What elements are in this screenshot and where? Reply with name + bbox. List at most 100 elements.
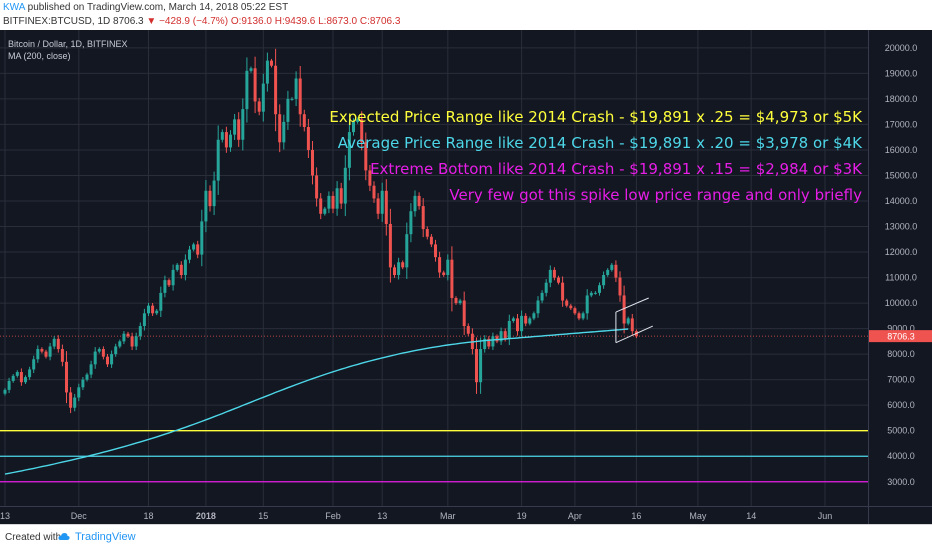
candle-body (130, 336, 134, 347)
x-tick-label: Mar (440, 511, 456, 521)
published-text: published on TradingView.com, March 14, … (27, 2, 289, 13)
candle-body (397, 262, 401, 276)
candle-body (352, 121, 355, 133)
x-tick-label: Feb (325, 511, 341, 521)
y-tick-label: 9000.0 (887, 324, 915, 334)
annotation-average: Average Price Range like 2014 Crash - $1… (337, 134, 862, 152)
candle-body (548, 269, 552, 283)
candle-body (483, 338, 487, 350)
candle-body (93, 351, 97, 365)
wedge-upper-line (615, 297, 649, 313)
candle-body (134, 336, 138, 347)
candle-body (429, 236, 433, 245)
candle-body (343, 167, 347, 204)
candle-body (565, 300, 569, 306)
candle-body (253, 68, 257, 102)
candle-body (196, 244, 200, 255)
y-tick-label: 13000.0 (885, 222, 918, 232)
candle-body (188, 249, 191, 260)
candle-body (40, 349, 44, 352)
y-tick-label: 11000.0 (885, 273, 917, 283)
author-name[interactable]: KWA (3, 2, 25, 13)
candle-body (487, 338, 491, 347)
candle-body (69, 392, 73, 408)
candle-body (540, 292, 544, 301)
candle-body (15, 372, 19, 376)
tradingview-cloud-icon (58, 533, 70, 540)
footer-bar: Created with TradingView (0, 524, 932, 551)
candle-body (257, 101, 261, 112)
candle-body (77, 387, 81, 398)
candle-body (384, 190, 388, 224)
candle-body (327, 195, 331, 209)
candle-body (442, 272, 446, 276)
candle-body (306, 126, 310, 150)
y-tick-label: 4000.0 (887, 451, 915, 461)
candle-body (126, 333, 130, 337)
y-tick-label: 14000.0 (885, 196, 918, 206)
candle-body (19, 372, 23, 383)
chart-header: KWA published on TradingView.com, March … (0, 0, 932, 30)
price-change: −428.9 (−4.7%) (159, 16, 229, 27)
annotation-extreme: Extreme Bottom like 2014 Crash - $19,891… (370, 160, 862, 178)
candle-body (224, 132, 228, 148)
y-tick-label: 20000.0 (885, 43, 918, 53)
candle-body (380, 190, 384, 214)
candle-body (147, 305, 150, 314)
x-tick-label: 19 (517, 511, 527, 521)
candle-body (52, 338, 56, 347)
candle-body (393, 267, 396, 276)
candle-body (249, 68, 253, 71)
high-value: H:9439.6 (274, 16, 316, 27)
candle-body (614, 264, 618, 278)
y-tick-label: 18000.0 (885, 94, 918, 104)
x-tick-label: 2018 (196, 511, 216, 521)
candle-body (286, 98, 290, 122)
candle-body (270, 60, 273, 66)
candle-body (151, 305, 155, 314)
candle-body (425, 229, 429, 237)
candle-body (610, 264, 614, 270)
candle-body (364, 142, 368, 171)
price-chart[interactable]: 3000.0 4000.0 5000.0 6000.0 7000.0 8000.0 9000… (0, 30, 932, 524)
candle-body (155, 310, 159, 314)
tradingview-brand[interactable]: TradingView (75, 531, 136, 543)
candle-body (454, 297, 458, 304)
candle-body (265, 60, 269, 84)
chart-canvas[interactable]: 3000.0 4000.0 5000.0 6000.0 7000.0 8000.0 9000… (0, 30, 932, 524)
x-tick-label: Jun (818, 511, 833, 521)
candle-body (372, 185, 376, 199)
candle-body (245, 70, 249, 110)
candle-body (60, 349, 64, 362)
y-tick-label: 6000.0 (887, 400, 915, 410)
candle-body (229, 134, 232, 148)
x-tick-label: Apr (568, 511, 582, 521)
y-tick-label: 17000.0 (885, 119, 918, 129)
candle-body (401, 262, 405, 268)
candle-body (237, 119, 241, 140)
candle-body (319, 198, 323, 214)
candle-body (331, 195, 335, 209)
last-price-tag (869, 330, 932, 343)
chart-legend-title: Bitcoin / Dollar, 1D, BITFINEX (8, 39, 128, 49)
candle-body (122, 333, 126, 342)
candle-body (315, 175, 319, 199)
candle-body (503, 331, 507, 339)
candle-body (302, 114, 306, 127)
indicator-legend[interactable]: MA (200, close) (8, 51, 71, 61)
candle-body (598, 285, 601, 293)
candle-body (208, 190, 212, 207)
candle-body (97, 349, 101, 352)
close-value: C:8706.3 (359, 16, 401, 27)
candle-body (528, 318, 532, 324)
candle-body (409, 211, 413, 235)
candle-body (11, 375, 15, 381)
candle-body (28, 369, 32, 378)
candle-body (585, 295, 589, 314)
x-tick-label: May (689, 511, 707, 521)
candle-body (65, 361, 68, 393)
candle-body (167, 280, 171, 286)
candle-body (589, 292, 593, 296)
y-tick-label: 7000.0 (887, 375, 915, 385)
candle-body (524, 315, 528, 324)
